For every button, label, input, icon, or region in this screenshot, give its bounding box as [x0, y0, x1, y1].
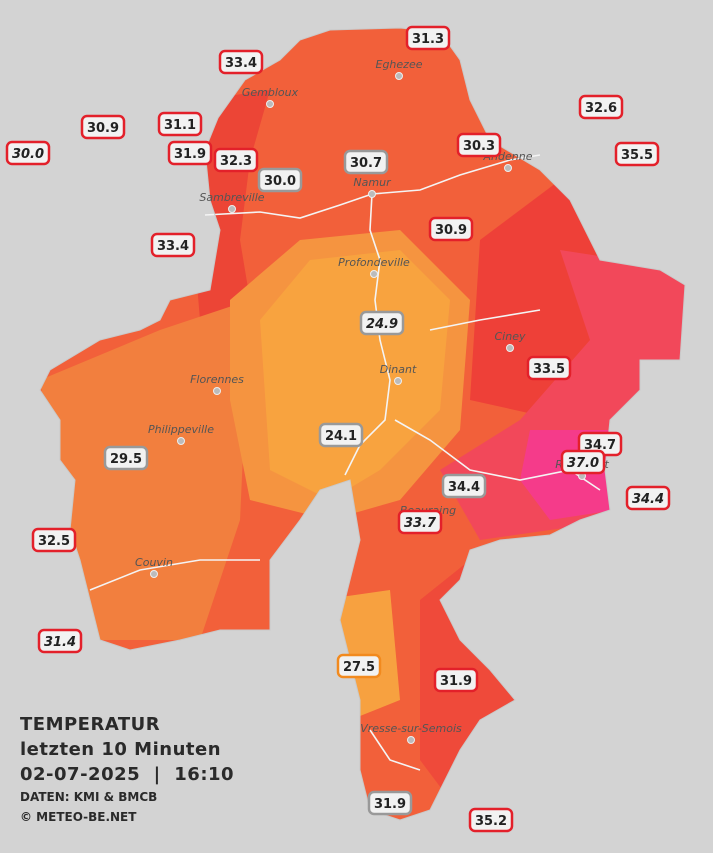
station-temperature: 29.5 [110, 452, 142, 467]
city-label: Sambreville [199, 191, 264, 204]
station-box [468, 807, 514, 833]
station-temperature: 30.9 [87, 121, 119, 136]
station-temperature: 35.2 [475, 814, 507, 829]
city-label: Ciney [495, 330, 526, 343]
station-temperature: 31.1 [164, 118, 196, 133]
city-label: Couvin [135, 556, 173, 569]
city-dot [370, 270, 378, 278]
city-dot [407, 736, 415, 744]
city-label: Namur [353, 176, 392, 189]
station-temperature: 33.5 [533, 362, 565, 377]
city-dot [506, 344, 514, 352]
station-box [397, 509, 443, 535]
station-box [80, 114, 126, 140]
station-temperature: 34.7 [584, 438, 616, 453]
station-box [441, 473, 487, 499]
station-box [456, 132, 502, 158]
station-box [359, 310, 405, 336]
city-label: Dinant [380, 363, 417, 376]
station-temperature: 31.4 [44, 635, 76, 650]
station-temperature: 30.7 [350, 156, 382, 171]
station-box [343, 149, 389, 175]
station-temperature: 30.0 [264, 174, 296, 189]
station-temperature: 32.6 [585, 101, 617, 116]
station-box [218, 49, 264, 75]
city-dot [150, 570, 158, 578]
province-border [39, 27, 686, 821]
station-temperature: 34.4 [632, 492, 664, 507]
station-temperature: 33.7 [404, 516, 437, 531]
station-temperature: 31.9 [174, 147, 206, 162]
station-box [167, 140, 213, 166]
city-dot [368, 190, 376, 198]
city-dot [228, 205, 236, 213]
station-box [526, 355, 572, 381]
city-label: Gembloux [242, 86, 299, 99]
city-label: Profondeville [338, 256, 410, 269]
station-temperature: 37.0 [567, 456, 599, 471]
station-temperature: 30.3 [463, 139, 495, 154]
station-box [318, 422, 364, 448]
city-dot [266, 100, 274, 108]
station-box [257, 167, 303, 193]
station-temperature: 32.5 [38, 534, 70, 549]
caption-datetime: 02-07-2025 | 16:10 [20, 764, 235, 785]
station-box [625, 485, 671, 511]
station-box [5, 140, 51, 166]
caption-source: DATEN: KMI & BMCB [20, 790, 158, 804]
caption: TEMPERATUR letzten 10 Minuten 02-07-2025… [20, 712, 234, 827]
station-temperature: 24.1 [325, 429, 357, 444]
station-box [433, 667, 479, 693]
station-temperature: 27.5 [343, 660, 375, 675]
station-box [578, 94, 624, 120]
station-temperature: 33.4 [225, 56, 257, 71]
station-temperature: 31.9 [440, 674, 472, 689]
city-dot [177, 437, 185, 445]
station-temperature: 33.4 [157, 239, 189, 254]
city-dot [394, 377, 402, 385]
city-dot [395, 72, 403, 80]
station-temperature: 35.5 [621, 148, 653, 163]
station-box [405, 25, 451, 51]
station-layer: 31.3 33.4 30.9 31.1 30.0 31.9 32.3 30.0 30.7 30.3… [5, 25, 671, 833]
station-box [614, 141, 660, 167]
station-box [367, 790, 413, 816]
station-temperature: 31.3 [412, 32, 444, 47]
station-temperature: 24.9 [366, 317, 398, 332]
city-dot [213, 387, 221, 395]
caption-subtitle: letzten 10 Minuten [20, 739, 222, 760]
city-label: Philippeville [148, 423, 214, 436]
station-temperature: 34.4 [448, 480, 480, 495]
city-label: Vresse-sur-Semois [360, 722, 462, 735]
station-box [37, 628, 83, 654]
station-box [213, 147, 259, 173]
city-label: Florennes [190, 373, 244, 386]
station-box [150, 232, 196, 258]
city-label: Eghezee [376, 58, 423, 71]
station-box [31, 527, 77, 553]
station-box [103, 445, 149, 471]
caption-title: TEMPERATUR [20, 714, 161, 735]
station-temperature: 30.0 [12, 147, 44, 162]
station-box [560, 449, 606, 475]
station-temperature: 30.9 [435, 223, 467, 238]
station-temperature: 32.3 [220, 154, 252, 169]
station-box [157, 111, 203, 137]
city-dot [504, 164, 512, 172]
station-box [428, 216, 474, 242]
caption-copyright: © METEO-BE.NET [20, 810, 137, 824]
station-temperature: 31.9 [374, 797, 406, 812]
station-box [336, 653, 382, 679]
